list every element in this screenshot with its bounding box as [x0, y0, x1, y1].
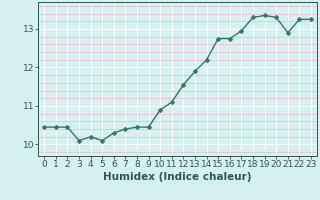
- X-axis label: Humidex (Indice chaleur): Humidex (Indice chaleur): [103, 172, 252, 182]
